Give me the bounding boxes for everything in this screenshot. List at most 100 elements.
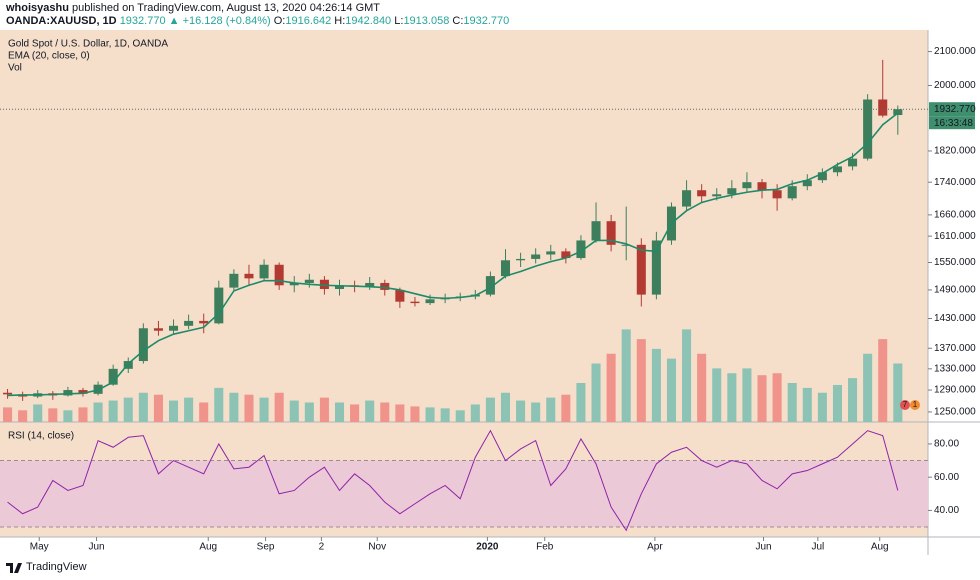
volume-bar <box>832 384 842 422</box>
event-badge <box>900 400 910 410</box>
x-tick-label: 2020 <box>476 542 499 553</box>
candle-body <box>410 301 420 304</box>
volume-bar <box>848 378 858 422</box>
volume-bar <box>319 397 329 422</box>
candle-body <box>485 276 495 295</box>
volume-bar <box>259 397 269 422</box>
symbol: OANDA:XAUUSD, 1D <box>6 15 117 27</box>
ohlc-value: 1913.058 <box>403 15 450 27</box>
volume-bar <box>93 402 103 422</box>
candle-body <box>832 166 842 173</box>
x-tick-label: May <box>30 542 49 553</box>
volume-bar <box>289 400 299 422</box>
candle-body <box>500 260 511 277</box>
candle-body <box>742 182 752 189</box>
y-tick-label: 1330.000 <box>934 363 976 374</box>
volume-bar <box>682 329 692 422</box>
volume-bar <box>516 400 526 422</box>
y-tick-label: 1610.000 <box>934 231 976 242</box>
x-tick-label: Aug <box>871 542 889 553</box>
volume-bar <box>365 400 375 422</box>
ohlc-value: 1932.770 <box>463 15 510 27</box>
candle-body <box>319 279 329 289</box>
candle-body <box>636 244 646 295</box>
candle-body <box>802 180 812 187</box>
volume-bar <box>410 406 420 422</box>
x-tick-label: Jul <box>811 542 824 553</box>
ohlc-value: 1942.840 <box>345 15 392 27</box>
volume-bar <box>697 353 707 422</box>
volume-bar <box>500 392 511 422</box>
volume-bar <box>334 402 345 422</box>
y-tick-label: 1370.000 <box>934 343 976 354</box>
candle-body <box>274 264 284 286</box>
volume-bar <box>636 339 646 422</box>
y-tick-label: 1430.000 <box>934 313 976 324</box>
candle-body <box>531 254 541 259</box>
candle-body <box>229 273 239 288</box>
ema-line <box>7 112 899 397</box>
y-tick-label: 1820.000 <box>934 146 976 157</box>
volume-bar <box>123 397 133 422</box>
rsi-band <box>0 460 928 528</box>
candle-body <box>863 99 873 159</box>
volume-bar <box>787 383 797 422</box>
candle-body <box>289 282 299 286</box>
volume-bar <box>591 363 601 422</box>
candle-body <box>682 190 692 207</box>
pane-title: Gold Spot / U.S. Dollar, 1D, OANDA <box>8 39 168 50</box>
candle-body <box>621 244 631 246</box>
candle-body <box>108 368 118 385</box>
volume-bar <box>802 387 812 422</box>
x-tick-label: Nov <box>368 542 386 553</box>
legend-label: EMA (20, close, 0) <box>8 51 90 62</box>
volume-bar <box>878 339 888 422</box>
candle-body <box>772 190 782 199</box>
candle-body <box>123 361 133 369</box>
ohlc-label: O: <box>273 15 286 27</box>
candle-body <box>727 188 737 195</box>
volume-bar <box>18 410 28 422</box>
volume-bar <box>108 400 118 422</box>
event-badge-label: 1 <box>913 400 918 409</box>
volume-bar <box>274 392 284 422</box>
x-tick-label: 2 <box>319 542 325 553</box>
candle-body <box>365 282 375 287</box>
price-tag-label: 1932.770 <box>934 104 976 115</box>
volume-bar <box>772 373 782 422</box>
rsi-line <box>7 429 899 532</box>
candle-body <box>3 392 13 395</box>
candle-body <box>214 287 224 324</box>
plot-background <box>0 30 928 537</box>
candle-body <box>712 194 722 197</box>
candle-body <box>78 390 88 394</box>
candle-body <box>561 251 571 259</box>
x-tick-label: Aug <box>199 542 217 553</box>
legend-label: Vol <box>8 63 22 74</box>
volume-bar <box>214 387 224 422</box>
candle-body <box>878 99 888 116</box>
author: whoisyashu <box>6 2 69 14</box>
footer: TradingView <box>6 561 87 573</box>
candle-body <box>848 158 858 167</box>
volume-bar <box>455 410 465 422</box>
price-tag <box>929 102 975 117</box>
chart: 2100.000 2000.000 1820.000 1740.000 1660.000… <box>0 30 980 555</box>
candle-body <box>591 221 601 241</box>
volume-bar <box>395 404 405 422</box>
candle-body <box>334 285 345 289</box>
ohlc-label: C: <box>452 15 464 27</box>
volume-bar <box>244 394 254 422</box>
volume-bar <box>350 404 360 422</box>
candle-body <box>787 186 797 199</box>
volume-bar <box>727 373 737 422</box>
volume-bar <box>863 353 873 422</box>
volume-bar <box>380 402 390 422</box>
change: ▲ +16.128 (+0.84%) <box>168 15 271 27</box>
volume-bar <box>817 392 827 422</box>
y-tick-label: 1740.000 <box>934 177 976 188</box>
volume-bar <box>440 408 450 422</box>
candle-body <box>425 299 435 304</box>
event-badge-label: 7 <box>903 400 908 409</box>
